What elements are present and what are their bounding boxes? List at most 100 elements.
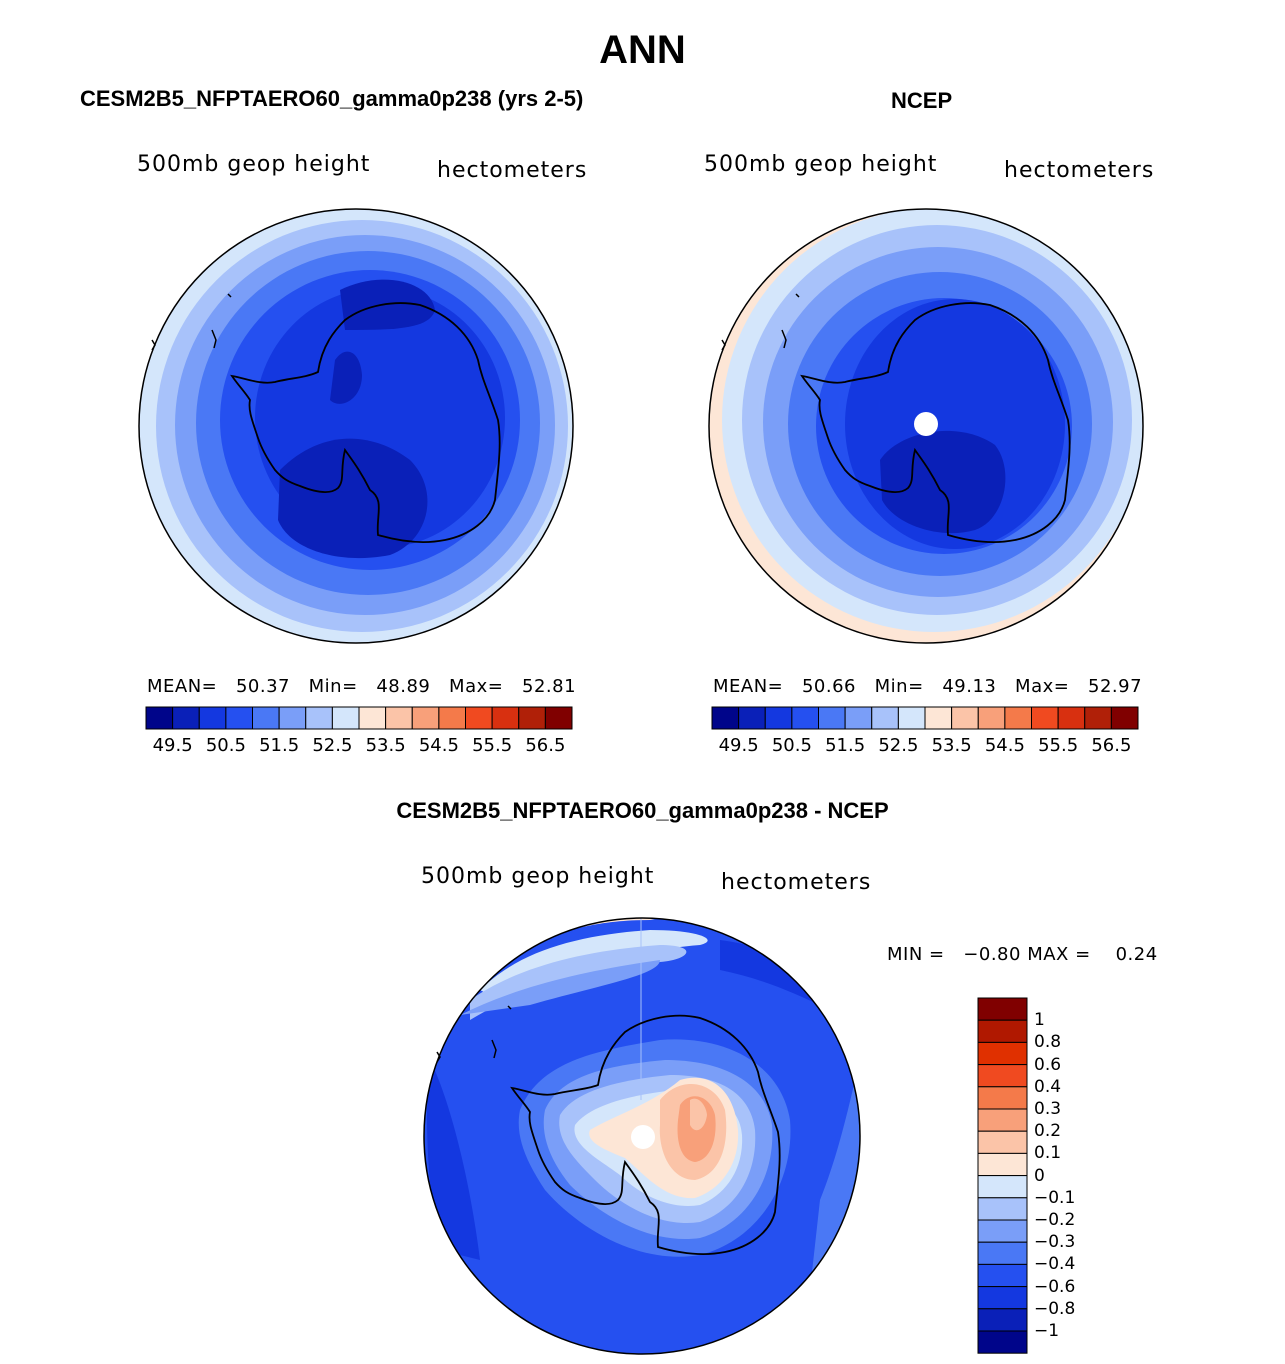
colorbar-swatch (871, 706, 899, 730)
model-max-label: Max= (449, 676, 504, 697)
colorbar-tick-label: 51.5 (825, 735, 866, 756)
colorbar-swatch (1110, 706, 1139, 730)
colorbar-swatch (331, 706, 360, 730)
difference-pole-hole (631, 1125, 655, 1149)
colorbar-swatch (791, 706, 819, 730)
colorbar-swatch (225, 706, 253, 730)
colorbar-swatch (977, 1041, 1028, 1066)
colorbar-swatch (977, 1241, 1028, 1265)
colorbar-swatch (977, 1064, 1028, 1088)
difference-max-value: 0.24 (1115, 944, 1158, 965)
model-units-label: hectometers (437, 158, 588, 183)
obs-map-border (708, 208, 1144, 644)
colorbar-tick-label: −0.1 (1034, 1187, 1076, 1208)
colorbar-tick-label: 52.5 (312, 735, 353, 756)
model-colorbar (145, 706, 573, 730)
colorbar-swatch (977, 1175, 1028, 1199)
colorbar-swatch (711, 706, 740, 730)
difference-island-outline (507, 1005, 512, 1010)
difference-min-value: −0.80 (963, 944, 1021, 965)
colorbar-tick-label: −0.6 (1034, 1276, 1076, 1297)
colorbar-swatch (198, 706, 227, 730)
obs-min-value: 49.13 (942, 676, 997, 697)
colorbar-swatch (764, 706, 793, 730)
colorbar-swatch (411, 706, 440, 730)
colorbar-swatch (977, 1086, 1028, 1110)
colorbar-tick-label: −0.4 (1034, 1254, 1076, 1275)
colorbar-tick-label: 0 (1034, 1165, 1045, 1186)
obs-antarctica-coastline (800, 302, 1071, 543)
colorbar-tick-label: 53.5 (365, 735, 406, 756)
colorbar-swatch (977, 1130, 1028, 1154)
colorbar-swatch (818, 706, 846, 730)
colorbar-tick-label: 0.6 (1034, 1054, 1062, 1075)
colorbar-tick-label: 0.8 (1034, 1032, 1062, 1053)
colorbar-tick-label: 51.5 (259, 735, 300, 756)
model-island-outline (211, 329, 217, 349)
colorbar-tick-label: 55.5 (1038, 735, 1079, 756)
colorbar-swatch (977, 1308, 1028, 1332)
colorbar-tick-label: 56.5 (525, 735, 566, 756)
colorbar-tick-label: 0.1 (1034, 1143, 1062, 1164)
difference-colorbar (977, 997, 1028, 1354)
model-island-outline (151, 339, 156, 351)
colorbar-swatch (977, 1330, 1028, 1354)
obs-max-label: Max= (1015, 676, 1070, 697)
obs-island-outline (781, 329, 787, 349)
colorbar-tick-label: 0.4 (1034, 1076, 1062, 1097)
obs-island-outline (795, 293, 800, 298)
colorbar-tick-label: 56.5 (1091, 735, 1132, 756)
model-map-border (138, 208, 574, 644)
colorbar-swatch (977, 997, 1028, 1021)
obs-pole-hole (914, 412, 938, 436)
model-min-value: 48.89 (376, 676, 431, 697)
colorbar-tick-label: 52.5 (878, 735, 919, 756)
colorbar-swatch (977, 1108, 1028, 1132)
colorbar-swatch (951, 706, 979, 730)
obs-panel-header: NCEP (891, 88, 953, 113)
obs-min-label: Min= (874, 676, 924, 697)
colorbar-tick-label: 1 (1034, 1010, 1045, 1031)
model-variable-label: 500mb geop height (137, 152, 371, 177)
difference-antarctica-coastline (510, 1014, 781, 1255)
colorbar-swatch (491, 706, 520, 730)
colorbar-swatch (518, 706, 546, 730)
colorbar-tick-label: 50.5 (771, 735, 812, 756)
obs-mean-label: MEAN= (713, 676, 784, 697)
colorbar-swatch (544, 706, 573, 730)
colorbar-swatch (844, 706, 873, 730)
colorbar-tick-label: 49.5 (718, 735, 759, 756)
colorbar-swatch (977, 706, 1006, 730)
difference-units-label: hectometers (721, 870, 872, 895)
colorbar-swatch (977, 1019, 1028, 1043)
obs-mean-value: 50.66 (801, 676, 856, 697)
colorbar-tick-label: 54.5 (418, 735, 459, 756)
colorbar-swatch (977, 1263, 1028, 1288)
difference-min-label: MIN = (887, 944, 945, 965)
model-antarctica-coastline (230, 302, 501, 543)
colorbar-swatch (438, 706, 466, 730)
colorbar-swatch (305, 706, 333, 730)
colorbar-tick-label: −1 (1034, 1321, 1060, 1341)
difference-stats: MIN = −0.80 MAX = 0.24 (887, 944, 1158, 965)
colorbar-swatch (1057, 706, 1086, 730)
colorbar-swatch (465, 706, 493, 730)
model-stats: MEAN= 50.37 Min= 48.89 Max= 52.81 (147, 676, 576, 697)
colorbar-tick-label: −0.3 (1034, 1232, 1076, 1253)
colorbar-swatch (738, 706, 766, 730)
colorbar-tick-label: 49.5 (152, 735, 193, 756)
colorbar-swatch (977, 1197, 1028, 1221)
obs-variable-label: 500mb geop height (704, 152, 938, 177)
model-mean-value: 50.37 (235, 676, 290, 697)
colorbar-tick-label: −0.2 (1034, 1210, 1076, 1230)
colorbar-swatch (1031, 706, 1059, 730)
colorbar-tick-label: 0.2 (1034, 1121, 1062, 1142)
colorbar-swatch (977, 1219, 1028, 1243)
colorbar-tick-label: 54.5 (984, 735, 1025, 756)
obs-colorbar (711, 706, 1139, 730)
colorbar-swatch (977, 1152, 1028, 1177)
colorbar-swatch (172, 706, 200, 730)
model-min-label: Min= (308, 676, 358, 697)
difference-panel-header: CESM2B5_NFPTAERO60_gamma0p238 - NCEP (396, 798, 889, 823)
